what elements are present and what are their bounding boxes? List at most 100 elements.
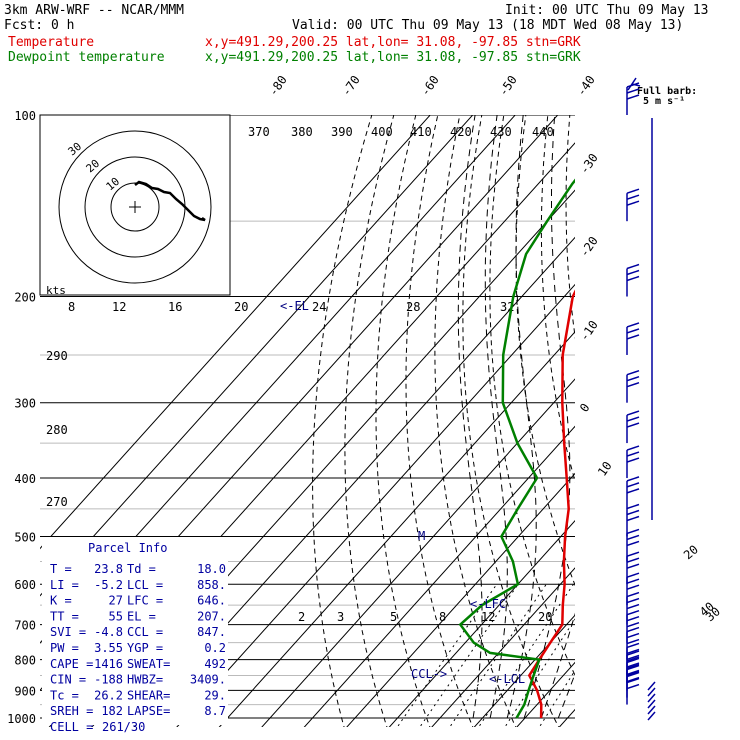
wind-barb-flag xyxy=(626,578,640,584)
dry-adiabat xyxy=(462,115,560,727)
wind-barb-flag xyxy=(626,88,640,94)
wind-barbs xyxy=(626,82,656,721)
wind-barb-flag xyxy=(626,416,640,422)
dry-adiabat xyxy=(658,87,740,730)
parcel-row-value: 55 xyxy=(109,609,123,623)
parcel-row-label: YGP = xyxy=(127,641,163,655)
parcel-row-label: HWBZ= xyxy=(127,673,163,687)
wind-barb-flag xyxy=(626,638,640,645)
parcel-row-label: SVI = xyxy=(50,625,86,639)
wind-barb-flag xyxy=(626,664,640,671)
moist-adiabat xyxy=(484,115,508,719)
wind-barb-flag xyxy=(626,534,640,541)
wind-barb-flag xyxy=(626,275,640,282)
wind-barb-flag xyxy=(626,551,640,557)
pressure-label-900: 900 xyxy=(14,684,36,698)
wind-barb-flag xyxy=(626,488,640,494)
lcl-marker: <-LCL xyxy=(489,672,525,686)
hodo-units: kts xyxy=(46,284,66,297)
parcel-row-value: 18.0 xyxy=(197,562,226,576)
wind-barb-flag xyxy=(626,269,640,276)
pressure-label-700: 700 xyxy=(14,619,36,633)
wind-barb xyxy=(647,705,656,715)
barb-legend-title: Full barb: xyxy=(637,86,697,97)
mixing-ratio-line xyxy=(478,583,574,727)
wind-barb-flag xyxy=(626,642,640,649)
dry-adiabat-label: 430 xyxy=(490,125,512,139)
m-marker: M xyxy=(418,529,425,543)
parcel-row-value: -188 xyxy=(94,673,123,687)
parcel-row-value: 261/30 xyxy=(102,720,145,734)
isotherm-label: -50 xyxy=(496,73,520,99)
isotherm-label: -30 xyxy=(577,151,601,177)
pressure-label-1000: 1000 xyxy=(7,712,36,726)
wind-barb xyxy=(647,699,656,709)
dry-adiabat-label: 270 xyxy=(46,495,68,509)
parcel-row-value: 182 xyxy=(101,704,123,718)
isotherm xyxy=(176,283,575,727)
moist-adiabat-label: 28 xyxy=(406,300,420,314)
pressure-label-300: 300 xyxy=(14,397,36,411)
pressure-label-200: 200 xyxy=(14,291,36,305)
model-title: 3km ARW-WRF -- NCAR/MMM xyxy=(4,3,184,18)
parcel-row-value: 847. xyxy=(197,625,226,639)
wind-barb-flag xyxy=(626,94,640,100)
dry-adiabat xyxy=(405,115,474,727)
parcel-row-value: 8.7 xyxy=(204,704,226,718)
hodograph: 10 20 30 kts xyxy=(39,114,231,297)
wind-barb-flag xyxy=(626,662,640,668)
dry-adiabat xyxy=(679,87,740,730)
moist-adiabat xyxy=(506,115,537,719)
mixing-ratio-line xyxy=(538,669,575,727)
wind-barb-flag xyxy=(626,369,640,376)
isotherm xyxy=(40,115,431,550)
isotherm-label: -10 xyxy=(577,318,601,344)
wind-barb xyxy=(647,687,656,697)
dry-adiabat-label: 380 xyxy=(291,125,313,139)
mixing-ratio-label: 12 xyxy=(481,610,495,624)
parcel-row-label: PW = xyxy=(50,641,79,655)
isotherm xyxy=(346,472,575,727)
wind-barb-flag xyxy=(626,626,640,633)
wind-barb-flag xyxy=(626,451,640,457)
isotherm xyxy=(40,115,474,597)
wind-barb-flag xyxy=(626,322,640,328)
parcel-row-label: CIN = xyxy=(50,673,86,687)
wind-barb-flag xyxy=(626,540,640,547)
wind-barb-flag xyxy=(626,663,640,670)
wind-barb-flag xyxy=(626,563,640,569)
temperature-legend-label: Temperature xyxy=(8,35,94,50)
isotherm xyxy=(473,614,575,727)
moist-adiabat xyxy=(457,115,483,719)
parcel-row-value: 23.8 xyxy=(94,562,123,576)
parcel-info-panel: Parcel Info T = 23.8 Td = 18.0 LI = -5.2 LCL =… xyxy=(42,537,228,734)
wind-barb-flag xyxy=(626,603,640,610)
parcel-row-label: Tc = xyxy=(50,688,79,702)
parcel-row-value: 3409. xyxy=(190,673,226,687)
pressure-label-800: 800 xyxy=(14,654,36,668)
dry-adiabat-label: 420 xyxy=(450,125,472,139)
isotherm-label: 20 xyxy=(681,542,701,562)
temperature-curve xyxy=(527,289,575,719)
parcel-row-value: 646. xyxy=(197,594,226,608)
parcel-row-label: T = xyxy=(50,562,72,576)
parcel-row-value: 27 xyxy=(109,594,123,608)
mixing-ratio-label: 3 xyxy=(337,610,344,624)
wind-barb-flag xyxy=(626,657,640,664)
wind-barb-flag xyxy=(626,671,640,678)
mixing-ratio-label: 5 xyxy=(390,610,397,624)
dry-adiabat-label: 390 xyxy=(331,125,353,139)
dry-adiabat-label: 400 xyxy=(371,125,393,139)
dry-adiabat-label: 290 xyxy=(46,349,68,363)
isotherm xyxy=(641,87,740,730)
dry-adiabat xyxy=(434,115,517,727)
dry-adiabat-label: 440 xyxy=(532,125,554,139)
wind-barb-flag xyxy=(626,334,640,340)
wind-barb-flag xyxy=(626,654,640,661)
dry-adiabat xyxy=(722,87,740,730)
parcel-row-label: SWEAT= xyxy=(127,657,170,671)
parcel-row-label: SHEAR= xyxy=(127,688,170,702)
wind-barb-flag xyxy=(626,200,640,206)
wind-barb-flag xyxy=(626,670,640,677)
